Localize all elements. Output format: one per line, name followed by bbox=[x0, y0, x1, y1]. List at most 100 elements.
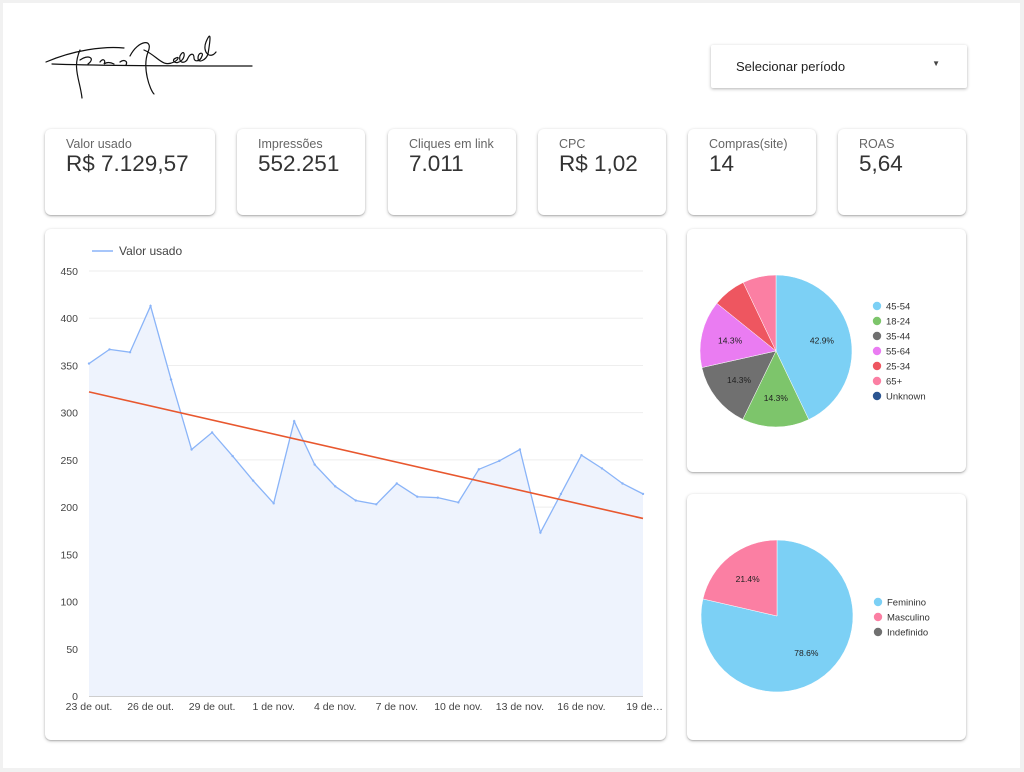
x-tick-label: 29 de out. bbox=[189, 701, 236, 713]
pie-slice bbox=[702, 539, 778, 617]
data-point bbox=[580, 453, 583, 457]
legend-swatch bbox=[872, 376, 882, 386]
data-point bbox=[518, 448, 522, 451]
x-tick-label: 7 de nov. bbox=[376, 701, 418, 713]
legend-swatch bbox=[873, 597, 883, 607]
pie-slice bbox=[775, 274, 853, 420]
kpi-card-cpc: CPC R$ 1,02 bbox=[538, 129, 666, 215]
spend-line-chart: 0 50 100 150 200 250 300 350 400 450 23 de out. 26 … bbox=[60, 244, 663, 713]
legend-label: 25-34 bbox=[886, 362, 910, 373]
legend-swatch bbox=[872, 316, 882, 326]
slice-label: 14.3% bbox=[718, 335, 743, 345]
data-point bbox=[169, 378, 173, 381]
kpi-label: Valor usado bbox=[66, 137, 132, 151]
pie-slice bbox=[699, 302, 777, 368]
data-point bbox=[600, 467, 604, 470]
kpi-value: 5,64 bbox=[859, 151, 903, 176]
y-tick-label: 300 bbox=[60, 408, 78, 420]
y-tick-label: 200 bbox=[60, 502, 78, 514]
pie-slice bbox=[742, 274, 777, 352]
legend-label: 65+ bbox=[886, 377, 903, 388]
pie-slice bbox=[701, 350, 777, 420]
y-tick-label: 450 bbox=[60, 266, 78, 278]
data-point bbox=[559, 492, 563, 496]
kpi-value: R$ 7.129,57 bbox=[66, 151, 189, 176]
legend-swatch bbox=[872, 391, 882, 401]
data-point bbox=[395, 482, 398, 485]
age-chart-card: 42.9% 14.3% 14.3% 14.3% 45-54 18-24 35-44 55-64… bbox=[687, 229, 966, 472]
data-point bbox=[334, 485, 337, 488]
data-point bbox=[149, 304, 152, 308]
kpi-value: 552.251 bbox=[258, 151, 340, 176]
data-point bbox=[251, 479, 255, 482]
x-tick-label: 1 de nov. bbox=[252, 701, 294, 713]
legend-swatch bbox=[872, 361, 882, 371]
data-point bbox=[210, 431, 214, 434]
data-point bbox=[292, 419, 296, 423]
y-tick-label: 100 bbox=[60, 597, 78, 609]
legend-label: Feminino bbox=[887, 598, 926, 609]
slice-label: 78.6% bbox=[794, 648, 819, 658]
x-tick-label: 13 de nov. bbox=[496, 701, 544, 713]
kpi-value: 14 bbox=[709, 151, 735, 176]
kpi-label: CPC bbox=[559, 137, 586, 151]
data-point bbox=[457, 501, 460, 504]
legend-label: Valor usado bbox=[119, 244, 182, 258]
slice-label: 14.3% bbox=[764, 393, 789, 403]
data-point bbox=[272, 502, 275, 505]
y-tick-label: 350 bbox=[60, 360, 78, 372]
x-tick-label: 19 de… bbox=[626, 701, 663, 713]
kpi-value: R$ 1,02 bbox=[559, 151, 638, 176]
data-point bbox=[190, 448, 193, 451]
data-point bbox=[313, 463, 316, 466]
legend-label: Masculino bbox=[887, 613, 930, 624]
signature-logo bbox=[45, 35, 253, 99]
x-tick-label: 4 de nov. bbox=[314, 701, 356, 713]
age-pie-chart: 42.9% 14.3% 14.3% 14.3% 45-54 18-24 35-44 55-64… bbox=[699, 274, 926, 428]
data-point bbox=[539, 531, 542, 534]
kpi-card-cliques: Cliques em link 7.011 bbox=[388, 129, 516, 215]
legend-swatch bbox=[872, 346, 882, 356]
data-point bbox=[621, 482, 624, 485]
legend-swatch bbox=[873, 627, 883, 637]
slice-label: 21.4% bbox=[736, 574, 761, 584]
kpi-card-valor-usado: Valor usado R$ 7.129,57 bbox=[45, 129, 215, 215]
slice-label: 14.3% bbox=[727, 375, 752, 385]
series-area bbox=[89, 305, 643, 696]
kpi-card-compras: Compras(site) 14 bbox=[688, 129, 816, 215]
pie-slice bbox=[742, 350, 810, 428]
legend-label: Unknown bbox=[886, 392, 926, 403]
x-tick-label: 23 de out. bbox=[66, 701, 113, 713]
period-selector[interactable]: Selecionar período ▼ bbox=[711, 45, 967, 88]
data-point bbox=[641, 492, 645, 496]
data-point bbox=[416, 495, 419, 498]
spend-chart-card: 0 50 100 150 200 250 300 350 400 450 23 de out. 26 … bbox=[45, 229, 666, 740]
gender-chart-card: 78.6% 21.4% Feminino Masculino Indefinido bbox=[687, 494, 966, 740]
x-tick-label: 10 de nov. bbox=[434, 701, 482, 713]
y-tick-label: 150 bbox=[60, 549, 78, 561]
x-tick-label: 16 de nov. bbox=[557, 701, 605, 713]
period-selector-label: Selecionar período bbox=[736, 59, 846, 74]
series-line-valor-usado bbox=[88, 304, 644, 535]
kpi-label: Compras(site) bbox=[709, 137, 788, 151]
kpi-label: ROAS bbox=[859, 137, 895, 151]
legend-label: Indefinido bbox=[887, 628, 928, 639]
data-point bbox=[87, 362, 91, 365]
data-point bbox=[477, 468, 481, 471]
slice-label: 42.9% bbox=[810, 336, 835, 346]
kpi-card-roas: ROAS 5,64 bbox=[838, 129, 966, 215]
kpi-value: 7.011 bbox=[409, 151, 464, 176]
data-point bbox=[436, 496, 440, 499]
gender-pie-chart: 78.6% 21.4% Feminino Masculino Indefinido bbox=[700, 539, 930, 693]
y-tick-label: 400 bbox=[60, 313, 78, 325]
legend-label: 18-24 bbox=[886, 317, 910, 328]
y-tick-label: 50 bbox=[66, 644, 78, 656]
legend-label: 35-44 bbox=[886, 332, 910, 343]
legend-swatch bbox=[872, 331, 882, 341]
kpi-label: Cliques em link bbox=[409, 137, 494, 151]
data-point bbox=[108, 348, 111, 351]
kpi-card-impressoes: Impressões 552.251 bbox=[237, 129, 365, 215]
legend-swatch bbox=[873, 612, 883, 622]
kpi-label: Impressões bbox=[258, 137, 323, 151]
data-point bbox=[128, 351, 132, 354]
